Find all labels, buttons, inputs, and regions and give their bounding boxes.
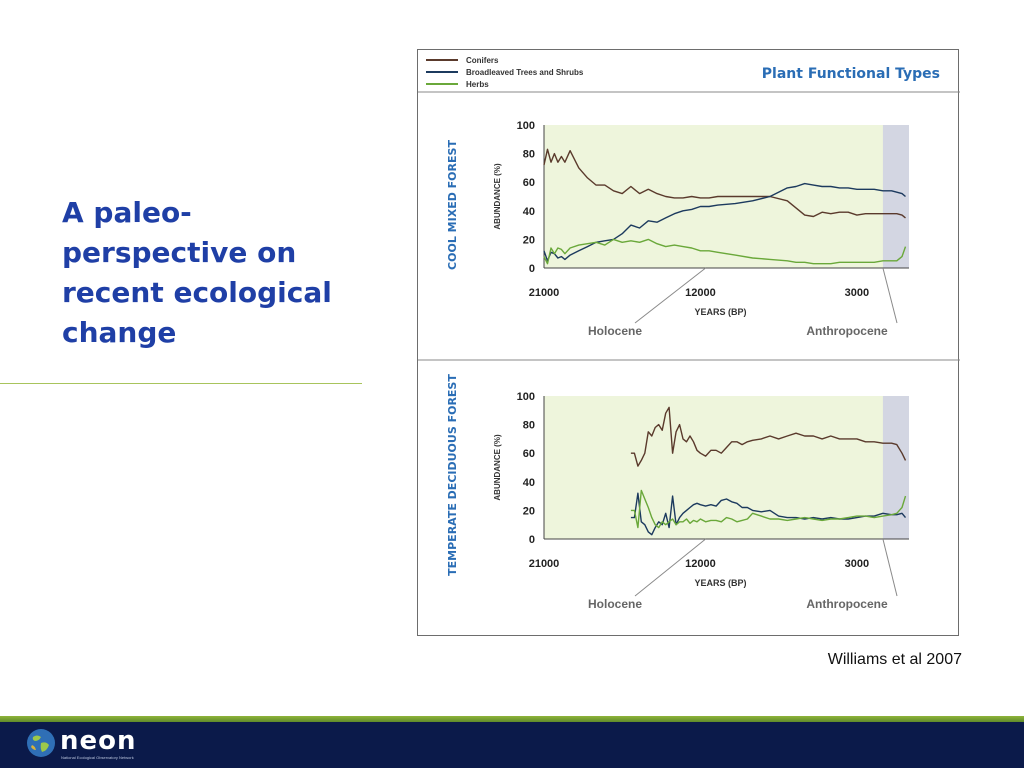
x-tick-label: 12000 (685, 287, 716, 299)
y-tick-label: 60 (523, 177, 535, 189)
annotation-leader (882, 538, 898, 597)
citation: Williams et al 2007 (827, 651, 962, 668)
legend-label: Conifers (466, 56, 499, 65)
y-tick-label: 100 (517, 120, 535, 132)
legend-label: Herbs (466, 80, 489, 89)
title-divider (0, 383, 362, 384)
y-tick-label: 80 (523, 420, 535, 432)
x-tick-label: 3000 (845, 287, 869, 299)
y-tick-label: 0 (529, 263, 535, 275)
series-line-herbs (543, 238, 907, 265)
panel-title: COOL MIXED FOREST (446, 140, 459, 270)
panel-title: TEMPERATE DECIDUOUS FOREST (446, 374, 459, 576)
annotation-label: Anthropocene (806, 597, 888, 611)
plot-area (544, 396, 909, 539)
series-line-conifers (543, 148, 906, 219)
y-tick-label: 0 (529, 534, 535, 546)
globe-icon (27, 729, 55, 757)
footer-stripe (0, 716, 1024, 722)
series-line-broadleaved-trees-and-shrubs (630, 492, 907, 536)
x-tick-label: 21000 (529, 287, 560, 299)
neon-logo-subtext: National Ecological Observatory Network (61, 755, 134, 760)
x-tick-label: 12000 (685, 558, 716, 570)
series-line-herbs (630, 489, 907, 529)
annotation-leader (882, 267, 898, 324)
x-tick-label: 21000 (529, 558, 560, 570)
x-tick-label: 3000 (845, 558, 869, 570)
y-tick-label: 40 (523, 206, 535, 218)
footer-bar (0, 722, 1024, 768)
annotation-label: Holocene (588, 324, 642, 338)
annotation-label: Anthropocene (806, 324, 888, 338)
series-line-conifers (630, 406, 907, 467)
x-axis-label: YEARS (BP) (694, 307, 746, 317)
annotation-leader (634, 538, 706, 597)
y-tick-label: 100 (517, 391, 535, 403)
series-line-broadleaved-trees-and-shrubs (543, 182, 906, 262)
y-tick-label: 60 (523, 448, 535, 460)
temperate-deciduous-forest-panel: TEMPERATE DECIDUOUS FOREST ABUNDANCE (%) 0… (446, 374, 909, 611)
figure-legend: Conifers Broadleaved Trees and Shrubs Herb… (426, 56, 584, 89)
cool-mixed-forest-panel: COOL MIXED FOREST ABUNDANCE (%) 0 20 40 60 80 1… (446, 120, 909, 338)
y-tick-label: 20 (523, 505, 535, 517)
plant-functional-types-figure: Conifers Broadleaved Trees and Shrubs Herb… (418, 56, 960, 611)
annotation-label: Holocene (588, 597, 642, 611)
y-tick-label: 40 (523, 477, 535, 489)
slide-title: A paleo-perspective on recent ecological… (62, 196, 332, 349)
legend-label: Broadleaved Trees and Shrubs (466, 68, 584, 77)
annotation-leader (634, 267, 706, 324)
figure-panel: Conifers Broadleaved Trees and Shrubs Herb… (417, 49, 960, 636)
y-axis-label: ABUNDANCE (%) (493, 434, 502, 501)
y-tick-label: 80 (523, 149, 535, 161)
y-tick-label: 20 (523, 234, 535, 246)
figure-title: Plant Functional Types (762, 66, 940, 82)
x-axis-label: YEARS (BP) (694, 578, 746, 588)
y-axis-label: ABUNDANCE (%) (493, 163, 502, 230)
neon-logo-text: neon (60, 726, 137, 756)
